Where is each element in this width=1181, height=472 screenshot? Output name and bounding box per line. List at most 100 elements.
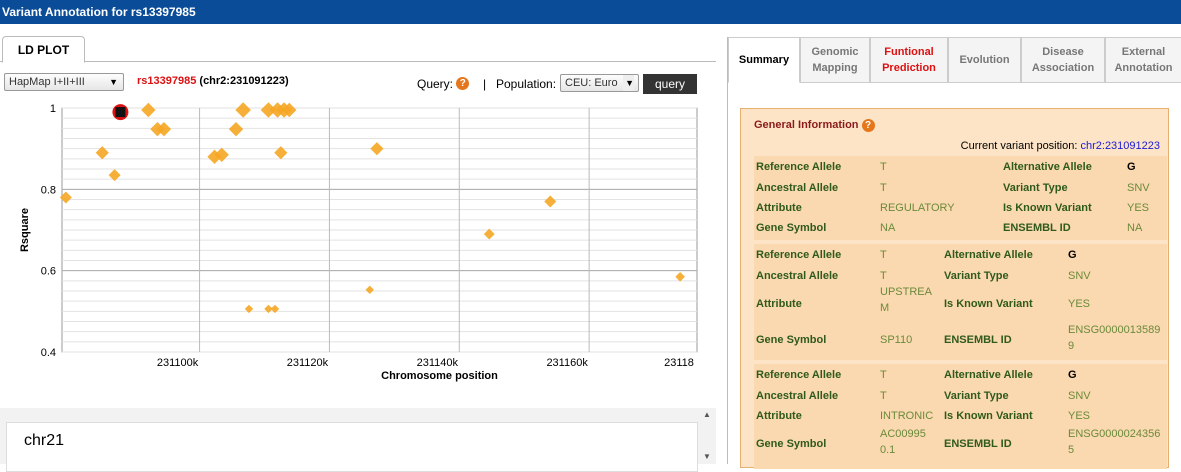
ancestral-allele-label: Ancestral Allele: [756, 270, 839, 282]
alternative-allele-label: Alternative Allele: [1003, 161, 1092, 173]
ld-point: [274, 146, 288, 160]
gene-symbol-value-line1: AC00995: [880, 428, 926, 440]
known-variant-label: Is Known Variant: [1003, 202, 1092, 214]
reference-allele-label: Reference Allele: [756, 249, 842, 261]
current-variant-position: Current variant position: chr2:231091223: [961, 140, 1160, 152]
ld-point: [141, 102, 156, 118]
plot-controls: HapMap I+II+III ▼ rs13397985 (chr2:23109…: [0, 72, 716, 98]
y-tick-label: 0.4: [41, 347, 56, 359]
query-label: Query: ?: [417, 77, 470, 91]
y-tick-label: 0.6: [41, 266, 56, 278]
reference-allele-value: T: [880, 369, 887, 381]
ensembl-id-label: ENSEMBL ID: [1003, 222, 1071, 234]
ld-point: [228, 121, 244, 137]
variant-type-value: SNV: [1068, 270, 1091, 282]
general-information-title-text: General Information: [754, 119, 859, 131]
ld-point: [270, 304, 280, 314]
current-position-link[interactable]: chr2:231091223: [1080, 140, 1160, 152]
chromosome-panel: chr21 ▲ ▼: [0, 408, 716, 472]
known-variant-value: YES: [1068, 410, 1091, 422]
tab-evolution[interactable]: Evolution: [948, 37, 1021, 83]
annotation-tabs: Summary Genomic Mapping Funtional Predic…: [728, 37, 1181, 83]
ld-point: [214, 147, 229, 162]
reference-allele-label: Reference Allele: [756, 369, 842, 381]
ancestral-allele-value: T: [880, 182, 887, 194]
gene-symbol-value: NA: [880, 222, 896, 234]
alternative-allele-label: Alternative Allele: [944, 369, 1033, 381]
tab-disease-association[interactable]: Disease Association: [1021, 37, 1105, 83]
ld-plot-panel: LD PLOT HapMap I+II+III ▼ rs13397985 (ch…: [0, 24, 720, 472]
tab-summary[interactable]: Summary: [728, 37, 800, 83]
gene-symbol-label: Gene Symbol: [756, 222, 827, 234]
ld-point: [544, 195, 557, 208]
scroll-down-icon[interactable]: ▼: [703, 452, 711, 461]
tab-functional-prediction[interactable]: Funtional Prediction: [870, 37, 948, 83]
general-information-title: General Information ?: [754, 119, 875, 132]
variant-heading: rs13397985 (chr2:231091223): [137, 75, 289, 87]
query-variant-marker-center: [115, 107, 126, 118]
ld-point: [675, 271, 685, 282]
gene-symbol-value: SP110: [880, 334, 913, 346]
tab-external-annotation[interactable]: External Annotation: [1105, 37, 1181, 83]
y-axis-label: Rsquare: [19, 208, 31, 252]
ld-point: [282, 102, 297, 118]
ensembl-id-value: NA: [1127, 222, 1143, 234]
attribute-value: INTRONIC: [880, 410, 934, 422]
attribute-value-line2: M: [880, 302, 890, 314]
tab-ld-plot[interactable]: LD PLOT: [2, 36, 85, 63]
ld-point: [370, 142, 384, 156]
ancestral-allele-label: Ancestral Allele: [756, 182, 839, 194]
help-icon[interactable]: ?: [861, 119, 875, 132]
variant-id: rs13397985: [137, 75, 197, 87]
gene-symbol-label: Gene Symbol: [756, 438, 827, 450]
ensembl-id-value-line1: ENSG0000024356: [1068, 428, 1161, 440]
ancestral-allele-value: T: [880, 390, 887, 402]
x-tick-label: 231120k: [287, 357, 329, 369]
y-tick-label: 0.8: [41, 184, 56, 196]
ld-point: [108, 169, 121, 182]
annotation-panel: Summary Genomic Mapping Funtional Predic…: [727, 37, 1181, 469]
ld-point: [483, 228, 495, 240]
ancestral-allele-label: Ancestral Allele: [756, 390, 839, 402]
scroll-up-icon[interactable]: ▲: [703, 410, 711, 419]
current-position-label: Current variant position:: [960, 140, 1081, 152]
ensembl-id-value-line2: 9: [1068, 340, 1075, 352]
alternative-allele-label: Alternative Allele: [944, 249, 1033, 261]
ld-point: [260, 102, 277, 118]
x-tick-label: 23118: [664, 357, 694, 369]
ld-point: [235, 102, 251, 118]
ld-point: [244, 304, 254, 314]
ld-point: [264, 304, 273, 314]
chromosome-box: [6, 422, 698, 472]
general-information-box: General Information ? Current variant po…: [740, 108, 1169, 469]
ensembl-id-label: ENSEMBL ID: [944, 438, 1012, 450]
ancestral-allele-value: T: [880, 270, 887, 282]
variant-type-label: Variant Type: [944, 390, 1009, 402]
attribute-value: REGULATORY: [880, 202, 955, 214]
variant-type-label: Variant Type: [1003, 182, 1068, 194]
dataset-select[interactable]: HapMap I+II+III ▼: [4, 73, 124, 91]
known-variant-label: Is Known Variant: [944, 298, 1033, 310]
alternative-allele-value: G: [1068, 249, 1077, 261]
chromosome-label: chr21: [24, 432, 65, 449]
dataset-select-value: HapMap I+II+III: [9, 76, 85, 88]
variant-position: (chr2:231091223): [196, 75, 289, 87]
attribute-label: Attribute: [756, 202, 802, 214]
ld-point: [59, 191, 72, 204]
ld-plot-chart: 1 0.8 0.6 0.4 231100k 231120k 231140k 231160k 23…: [0, 100, 716, 410]
ensembl-id-value-line2: 5: [1068, 444, 1075, 456]
x-tick-label: 231100k: [157, 357, 199, 369]
population-select[interactable]: CEU: Euro ▼: [560, 74, 639, 92]
ensembl-id-value-line1: ENSG0000013589: [1068, 324, 1161, 336]
variant-type-label: Variant Type: [944, 270, 1009, 282]
tab-genomic-mapping[interactable]: Genomic Mapping: [800, 37, 870, 83]
separator: |: [483, 77, 487, 91]
population-select-value: CEU: Euro: [565, 77, 618, 89]
ld-tab-bar: LD PLOT: [0, 36, 716, 63]
x-tick-label: 231140k: [417, 357, 459, 369]
ld-point: [95, 146, 109, 160]
help-icon[interactable]: ?: [456, 77, 470, 90]
ld-scatter-svg: 1 0.8 0.6 0.4 231100k 231120k 231140k 231160k 23…: [19, 102, 698, 382]
variant-type-value: SNV: [1068, 390, 1091, 402]
query-button[interactable]: query: [643, 74, 697, 94]
